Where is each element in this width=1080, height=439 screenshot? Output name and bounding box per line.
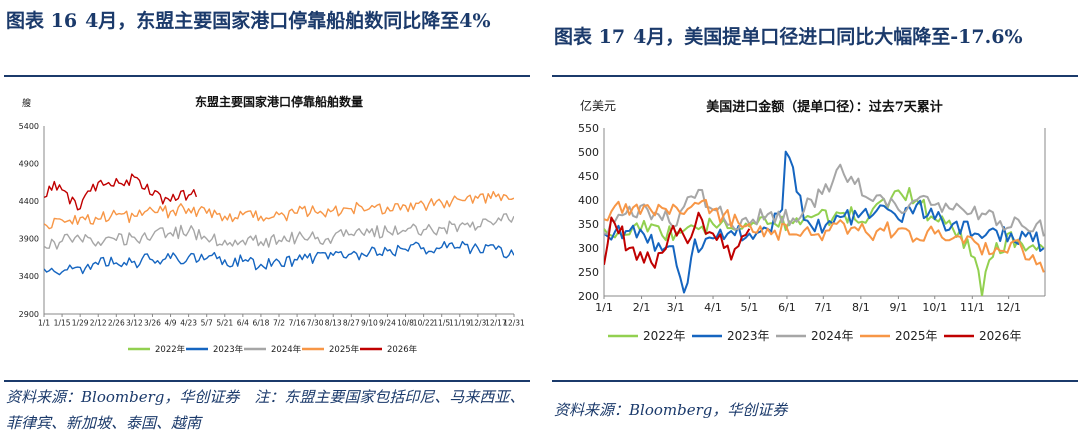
right-figure-panel: 图表 17 4月，美国提单口径进口同比大幅降至-17.6% 美国进口金额（提单口径… <box>548 0 1078 439</box>
left-x-tick-label: 4/9 <box>164 319 176 328</box>
left-x-tick-label: 11/5 <box>433 319 450 328</box>
right-x-tick-label: 2/1 <box>633 301 651 314</box>
left-x-tick-label: 1/1 <box>38 319 50 328</box>
right-legend-label: 2022年 <box>643 329 686 343</box>
left-series-line-2023年 <box>44 240 514 276</box>
left-x-tick-label: 5/21 <box>216 319 233 328</box>
right-legend-label: 2023年 <box>727 329 770 343</box>
right-x-tick-label: 9/1 <box>890 301 908 314</box>
left-x-tick-label: 7/2 <box>273 319 285 328</box>
right-series-line-2023年 <box>604 150 1045 294</box>
left-source-note: 资料来源：Bloomberg，华创证券 注：东盟主要国家包括印尼、马来西亚、菲律… <box>6 388 525 432</box>
left-series-line-2026年 <box>44 173 198 211</box>
right-chart: 美国进口金额（提单口径）：过去7天累计 亿美元 200 250 300 350 400 450… <box>578 98 1046 343</box>
left-x-tick-label: 8/27 <box>343 319 360 328</box>
left-y-tick-label: 4400 <box>19 197 39 206</box>
right-series-line-2024年 <box>604 163 1045 237</box>
right-y-tick-label: 550 <box>578 122 599 135</box>
right-x-tick-label: 10/1 <box>922 301 947 314</box>
right-y-tick-label: 200 <box>578 290 599 303</box>
right-x-tick-label: 7/1 <box>814 301 832 314</box>
right-legend-label: 2026年 <box>979 329 1022 343</box>
left-x-tick-label: 8/13 <box>325 319 342 328</box>
left-x-tick-label: 3/26 <box>144 319 161 328</box>
right-x-tick-label: 4/1 <box>704 301 722 314</box>
left-x-tick-label: 2/26 <box>108 319 125 328</box>
right-x-tick-label: 3/1 <box>667 301 685 314</box>
left-chart: 东盟主要国家港口停靠船舶数量 艘 2900 3400 3900 4400 4900 5400 1… <box>19 94 525 355</box>
left-series-group <box>44 173 514 276</box>
right-y-unit-label: 亿美元 <box>580 98 616 113</box>
right-series-line-2026年 <box>604 211 751 269</box>
right-source-note: 资料来源：Bloomberg，华创证券 <box>554 401 788 419</box>
right-y-tick-label: 350 <box>578 218 599 231</box>
left-x-tick-label: 7/16 <box>289 319 306 328</box>
right-chart-title: 美国进口金额（提单口径）：过去7天累计 <box>706 99 943 115</box>
left-y-tick-label: 2900 <box>19 310 39 319</box>
left-legend-label: 2023年 <box>213 344 244 355</box>
left-x-tick-label: 2/12 <box>90 319 107 328</box>
left-x-tick-label: 5/7 <box>201 319 213 328</box>
right-series-line-2022年 <box>604 187 1045 296</box>
right-source-divider <box>552 380 1078 382</box>
right-y-tick-label: 400 <box>578 194 599 207</box>
left-figure-title: 图表 16 4月，东盟主要国家港口停靠船舶数同比降至4% <box>6 6 526 36</box>
right-figure-number: 图表 17 <box>554 26 626 48</box>
left-source-divider <box>4 380 530 382</box>
right-x-tick-label: 12/1 <box>996 301 1021 314</box>
right-y-tick-label: 500 <box>578 146 599 159</box>
right-series-line-2025年 <box>604 198 1045 273</box>
left-legend-label: 2025年 <box>329 344 360 355</box>
left-x-tick-label: 3/12 <box>126 319 143 328</box>
right-y-tick-label: 250 <box>578 266 599 279</box>
right-x-tick-label: 1/1 <box>595 301 613 314</box>
left-x-tick-label: 9/10 <box>361 319 378 328</box>
left-x-tick-label: 10/8 <box>397 319 414 328</box>
right-figure-title-text: 4月，美国提单口径进口同比大幅降至-17.6% <box>633 26 1023 48</box>
right-y-tick-label: 450 <box>578 170 599 183</box>
left-legend-label: 2024年 <box>271 344 302 355</box>
left-x-tick-label: 11/19 <box>449 319 471 328</box>
right-legend-label: 2025年 <box>895 329 938 343</box>
left-x-tick-label: 1/29 <box>72 319 89 328</box>
left-y-tick-label: 3400 <box>19 272 39 281</box>
left-title-divider <box>4 75 530 77</box>
right-title-divider <box>552 75 1078 77</box>
left-figure-title-text: 4月，东盟主要国家港口停靠船舶数同比降至4% <box>85 10 491 32</box>
right-series-group <box>604 150 1045 296</box>
left-y-tick-label: 4900 <box>19 159 39 168</box>
left-y-tick-label: 5400 <box>19 122 39 131</box>
left-legend-label: 2022年 <box>155 344 186 355</box>
left-chart-title: 东盟主要国家港口停靠船舶数量 <box>195 94 363 109</box>
left-x-tick-label: 4/23 <box>180 319 197 328</box>
left-y-unit-label: 艘 <box>22 97 31 109</box>
right-x-tick-label: 8/1 <box>852 301 870 314</box>
left-series-line-2025年 <box>44 190 514 230</box>
left-x-tick-label: 12/31 <box>503 319 525 328</box>
left-x-tick-label: 12/17 <box>485 319 507 328</box>
right-x-tick-label: 11/1 <box>960 301 985 314</box>
right-figure-title: 图表 17 4月，美国提单口径进口同比大幅降至-17.6% <box>554 22 1074 52</box>
left-y-tick-label: 3900 <box>19 235 39 244</box>
left-x-tick-label: 10/22 <box>413 319 435 328</box>
left-x-tick-label: 1/15 <box>54 319 71 328</box>
left-legend-label: 2026年 <box>387 344 418 355</box>
left-figure-panel: 图表 16 4月，东盟主要国家港口停靠船舶数同比降至4% 东盟主要国家港口停靠船舶… <box>0 0 530 439</box>
left-series-line-2024年 <box>44 213 514 250</box>
left-x-tick-label: 9/24 <box>379 319 396 328</box>
right-legend-label: 2024年 <box>811 329 854 343</box>
left-x-tick-label: 7/30 <box>307 319 324 328</box>
right-y-tick-label: 300 <box>578 242 599 255</box>
left-x-tick-label: 12/3 <box>469 319 486 328</box>
left-figure-number: 图表 16 <box>6 10 78 32</box>
right-x-tick-label: 5/1 <box>741 301 759 314</box>
left-x-tick-label: 6/4 <box>237 319 249 328</box>
left-x-tick-label: 6/18 <box>253 319 270 328</box>
right-x-tick-label: 6/1 <box>778 301 796 314</box>
